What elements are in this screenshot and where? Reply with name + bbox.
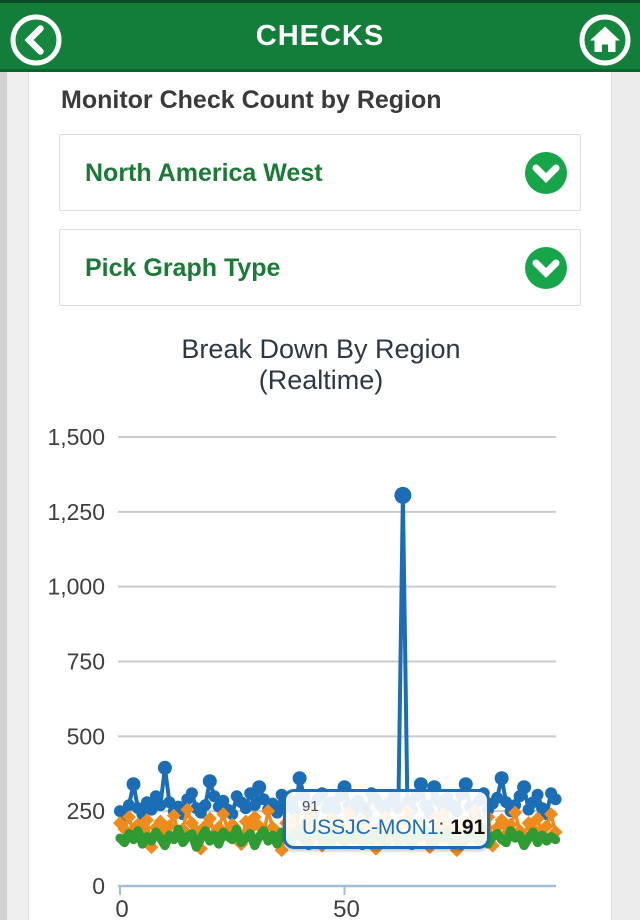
chevron-down-icon xyxy=(525,247,567,289)
left-edge-strip xyxy=(0,72,7,920)
content-card: Monitor Check Count by Region North Amer… xyxy=(28,72,612,920)
svg-text:50: 50 xyxy=(333,896,360,920)
home-button[interactable] xyxy=(578,13,632,67)
svg-text:1,500: 1,500 xyxy=(47,424,105,450)
tooltip-value: 191 xyxy=(450,816,486,839)
tooltip-x-value: 91 xyxy=(302,798,319,815)
chart-subtitle: (Realtime) xyxy=(258,365,384,395)
chart-tooltip: 91 USSJC-MON1: 191 xyxy=(283,789,490,849)
header-title: CHECKS xyxy=(255,20,385,52)
tooltip-separator: : xyxy=(438,816,451,839)
svg-text:0: 0 xyxy=(115,896,128,920)
graph-type-dropdown[interactable]: Pick Graph Type xyxy=(59,229,581,306)
chart-title-block: Break Down By Region (Realtime) xyxy=(29,334,613,396)
tooltip-series-name: USSJC-MON1 xyxy=(302,816,439,839)
chevron-down-icon xyxy=(525,152,567,194)
svg-text:250: 250 xyxy=(67,798,105,824)
back-button[interactable] xyxy=(9,13,63,67)
svg-text:1,250: 1,250 xyxy=(47,499,105,525)
graph-type-dropdown-label: Pick Graph Type xyxy=(85,254,281,282)
chevron-left-icon xyxy=(10,14,62,66)
region-dropdown-label: North America West xyxy=(85,159,323,187)
home-icon xyxy=(579,14,631,66)
region-dropdown[interactable]: North America West xyxy=(59,134,581,211)
svg-text:750: 750 xyxy=(67,649,105,675)
page-title: Monitor Check Count by Region xyxy=(61,86,442,114)
svg-text:0: 0 xyxy=(92,873,105,899)
svg-text:1,000: 1,000 xyxy=(47,574,105,600)
tooltip-detail: USSJC-MON1: 191 xyxy=(302,816,487,840)
right-scroll-margin xyxy=(612,72,640,920)
header-bar: CHECKS xyxy=(0,0,640,72)
chart-title: Break Down By Region xyxy=(181,334,461,364)
svg-text:500: 500 xyxy=(67,723,105,749)
